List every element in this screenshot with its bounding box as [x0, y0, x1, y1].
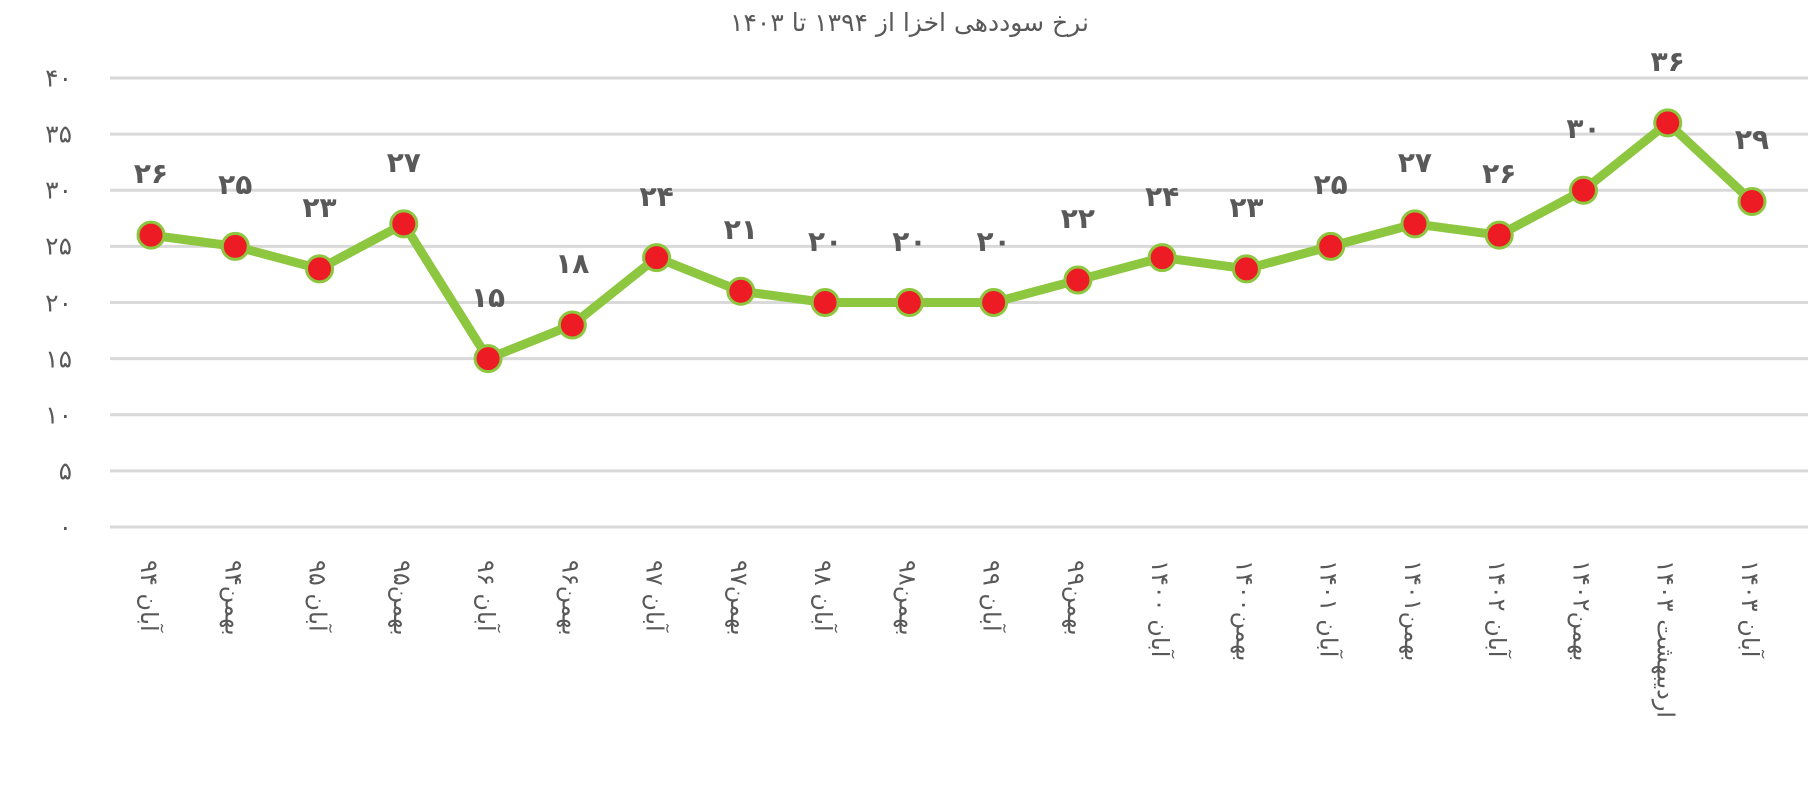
data-label: ۳۶ [1650, 44, 1685, 78]
data-label: ۲۰ [808, 224, 843, 258]
y-tick-label: ۵ [58, 456, 72, 486]
x-tick-label: بهمن۹۶ [556, 560, 585, 636]
data-label: ۳۰ [1566, 112, 1601, 146]
x-tick-label: بهمن۹۸ [893, 560, 922, 636]
x-tick-label: آبان ۹۷ [640, 560, 669, 632]
x-tick-label: بهمن۹۷ [724, 560, 753, 636]
data-point-marker [136, 220, 166, 250]
x-tick-label: بهمن۱۴۰۲ [1567, 560, 1596, 662]
data-label: ۲۱ [723, 213, 758, 247]
data-point-marker [894, 288, 924, 317]
data-point-marker [1231, 254, 1261, 284]
x-tick-label: آبان ۱۴۰۱ [1314, 560, 1343, 658]
data-point-marker [1316, 231, 1346, 261]
x-tick-label: بهمن۹۹ [1061, 560, 1090, 636]
data-point-marker [1147, 243, 1177, 273]
y-tick-label: ۴۰ [45, 63, 72, 93]
y-tick-label: ۳۰ [45, 175, 72, 205]
x-tick-label: آبان ۹۸ [809, 560, 838, 632]
data-point-marker [557, 310, 587, 340]
data-label: ۲۷ [386, 145, 421, 179]
data-label: ۲۴ [1145, 179, 1180, 213]
data-point-marker [1400, 209, 1430, 239]
data-label: ۱۸ [555, 246, 590, 280]
x-tick-label: آبان ۹۶ [472, 560, 501, 632]
y-tick-label: ۱۰ [45, 400, 72, 430]
data-label: ۲۵ [1313, 168, 1348, 202]
x-tick-label: بهمن۹۵ [387, 560, 416, 636]
y-tick-label: ۳۵ [45, 119, 72, 149]
data-point-marker [1653, 108, 1683, 138]
y-tick-label: ۱۵ [45, 344, 72, 374]
y-tick-label: ۲۵ [45, 231, 72, 261]
x-tick-label: آبان ۱۴۰۳ [1736, 560, 1764, 658]
x-tick-label: آبان ۹۵ [303, 560, 332, 632]
x-tick-label: آبان ۹۹ [977, 560, 1006, 632]
data-point-marker [220, 231, 250, 261]
data-point-marker [726, 276, 756, 306]
data-label: ۱۵ [470, 280, 506, 314]
data-point-marker [305, 254, 335, 284]
data-label: ۲۴ [639, 179, 674, 213]
data-label: ۲۹ [1734, 123, 1770, 157]
x-tick-label: آبان ۹۴ [135, 560, 163, 632]
data-label: ۲۳ [302, 190, 337, 224]
data-point-marker [979, 288, 1009, 317]
data-point-marker [1063, 265, 1093, 295]
x-tick-label: بهمن۹۴ [219, 560, 248, 636]
data-label: ۲۰ [892, 224, 927, 258]
data-point-marker [1737, 186, 1767, 216]
data-label: ۲۰ [976, 224, 1011, 258]
data-point-marker [1568, 175, 1598, 205]
data-label: ۲۷ [1397, 145, 1433, 179]
chart-title: نرخ سوددهی اخزا از ۱۳۹۴ تا ۱۴۰۳ [730, 8, 1089, 37]
data-point-marker [810, 288, 840, 317]
x-tick-label: بهمن۱۴۰۱ [1398, 560, 1427, 662]
data-point-marker [642, 243, 672, 273]
x-tick-label: آبان ۱۴۰۰ [1146, 560, 1175, 658]
data-label: ۲۲ [1060, 202, 1095, 236]
y-tick-label: ۰ [58, 512, 72, 542]
y-tick-label: ۲۰ [45, 288, 72, 317]
data-label: ۲۵ [218, 168, 253, 202]
data-point-marker [389, 209, 419, 239]
data-point-marker [1484, 220, 1514, 250]
x-tick-label: آبان ۱۴۰۲ [1483, 560, 1512, 658]
x-tick-label: بهمن۱۴۰۰ [1230, 560, 1259, 662]
data-label: ۲۶ [133, 157, 169, 191]
data-point-marker [473, 344, 503, 374]
data-label: ۲۶ [1482, 157, 1517, 191]
data-label: ۲۳ [1229, 190, 1264, 224]
x-tick-label: اردیبهشت ۱۴۰۳ [1651, 560, 1680, 719]
